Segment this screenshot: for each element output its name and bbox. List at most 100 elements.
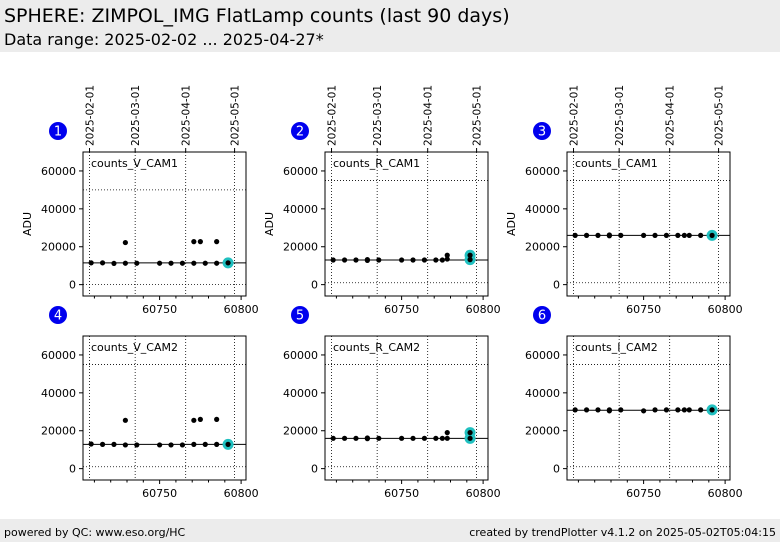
x-tick-label: 60750 [384,303,419,316]
x-tick-label: 60800 [708,303,743,316]
panel-number-badge [49,306,67,324]
data-point [444,252,450,258]
data-point [168,442,174,448]
data-point [399,257,405,263]
y-tick-label: 40000 [525,203,560,216]
data-point [122,260,128,266]
date-tick-label: 2025-04-01 [665,85,677,146]
data-point [341,257,348,263]
data-point [652,407,658,413]
data-point [376,257,382,263]
data-point [421,257,428,263]
y-tick-label: 60000 [41,165,76,178]
y-tick-label: 60000 [41,349,76,362]
y-tick-label: 60000 [525,349,560,362]
x-tick-label: 60750 [384,487,419,500]
panel-2: 0 20000 40000 60000 60750 60800 2025-02-01 2025… [263,85,501,316]
data-point [618,407,624,413]
data-point [572,407,578,413]
panel-3: 0 20000 40000 60000 60750 60800 2025-02-01 2025… [505,85,743,316]
data-point [444,435,450,441]
data-point [99,441,106,447]
data-point [225,441,231,447]
y-tick-label: 60000 [525,165,560,178]
data-point [439,257,445,263]
data-point [111,441,117,447]
data-point [364,257,370,263]
y-tick-label: 0 [311,463,318,476]
panel-5: 0 20000 40000 60000 60750 60800 counts_R_CAM2 5 [283,306,501,500]
data-point [606,407,612,413]
data-point [681,232,687,238]
panel-number: 5 [296,309,304,324]
data-point [583,407,590,413]
data-point [179,442,186,448]
panel-number-badge [291,306,309,324]
x-tick-label: 60800 [224,487,259,500]
y-tick-label: 0 [553,279,560,292]
y-tick-label: 0 [311,279,318,292]
x-tick-label: 60750 [626,303,661,316]
data-point [467,257,473,263]
footer-generator: created by trendPlotter v4.1.2 on 2025-0… [469,526,776,539]
date-tick-label: 2025-04-01 [181,85,193,146]
y-tick-label: 20000 [525,425,560,438]
data-point [191,239,197,245]
data-point [675,232,681,238]
data-point [652,232,658,238]
y-tick-label: 20000 [41,425,76,438]
x-tick-label: 60800 [708,487,743,500]
y-tick-label: 0 [553,463,560,476]
data-point [353,435,359,441]
data-point [88,441,94,447]
date-tick-label: 2025-02-01 [85,85,97,146]
data-point [197,416,203,422]
panel-series-label: counts_V_CAM2 [91,341,178,354]
plot-frame [566,335,731,481]
panel-4: 0 20000 40000 60000 60750 60800 counts_V_CAM2 4 [41,306,259,500]
x-tick-label: 60750 [626,487,661,500]
date-tick-label: 2025-03-01 [372,85,384,146]
x-tick-label: 60800 [466,303,501,316]
y-tick-label: 40000 [525,387,560,400]
panel-number-badge [533,122,551,140]
page-subtitle: Data range: 2025-02-02 ... 2025-04-27* [4,30,324,49]
data-point [88,260,94,266]
panel-series-label: counts_I_CAM1 [575,157,658,170]
panel-number: 1 [54,125,62,140]
data-point [191,260,197,266]
date-tick-label: 2025-03-01 [130,85,142,146]
date-tick-label: 2025-03-01 [614,85,626,146]
footer-credit[interactable]: powered by QC: www.eso.org/HC [4,526,186,539]
y-tick-label: 40000 [283,203,318,216]
data-point [191,417,197,423]
y-tick-label: 40000 [283,387,318,400]
data-point [606,232,612,238]
data-point [122,442,128,448]
data-point [595,232,601,238]
panel-number: 2 [296,125,304,140]
plot-frame [566,151,731,297]
page-title: SPHERE: ZIMPOL_IMG FlatLamp counts (last… [4,5,510,27]
data-point [663,407,670,413]
data-point [686,407,692,413]
data-point [663,232,670,238]
panel-6: 0 20000 40000 60000 60750 60800 counts_I_CAM2 6 [525,306,743,500]
data-point [341,435,348,441]
footer-bar: powered by QC: www.eso.org/HC created by… [0,519,780,542]
date-tick-label: 2025-05-01 [230,85,242,146]
plot-frame [324,151,489,297]
data-point [134,442,140,448]
panel-series-label: counts_R_CAM1 [333,157,420,170]
data-point [681,407,687,413]
data-point [202,260,208,266]
panel-1: 0 20000 40000 60000 60750 60800 2025-02-01 2025… [21,85,259,316]
data-point [595,407,601,413]
data-point [698,407,704,413]
x-tick-label: 60800 [466,487,501,500]
panel-number-badge [49,122,67,140]
data-point [214,260,220,266]
data-point [214,441,220,447]
data-point [157,442,163,448]
